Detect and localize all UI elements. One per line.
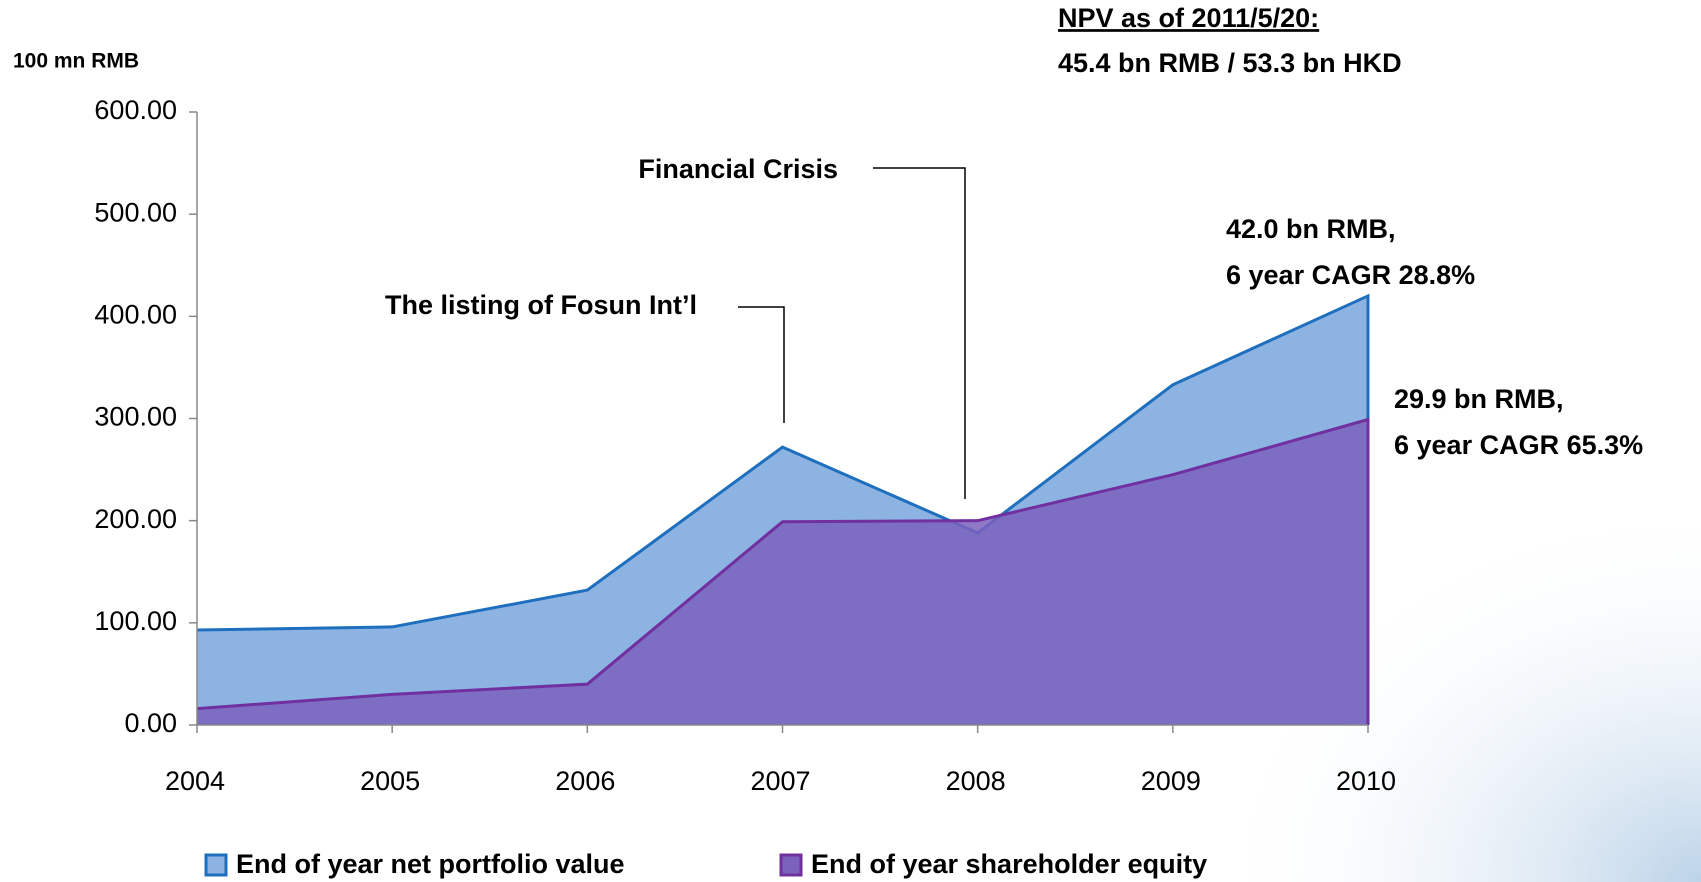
x-tick-label: 2006 bbox=[555, 766, 615, 796]
legend-label: End of year net portfolio value bbox=[236, 849, 625, 879]
y-axis-label: 100 mn RMB bbox=[13, 50, 139, 73]
x-tick-label: 2008 bbox=[946, 766, 1006, 796]
x-tick-label: 2010 bbox=[1336, 766, 1396, 796]
annotation: Financial Crisis bbox=[638, 154, 838, 184]
line bbox=[196, 417, 1370, 725]
annotation: 29.9 bn RMB, bbox=[1394, 384, 1564, 414]
x-tick-label: 2004 bbox=[165, 766, 225, 796]
area bbox=[197, 419, 1368, 725]
y-tick-label: 200.00 bbox=[94, 504, 177, 534]
leader-line bbox=[738, 306, 785, 423]
annotation: The listing of Fosun Int’l bbox=[385, 290, 697, 320]
annotation: 6 year CAGR 28.8% bbox=[1226, 260, 1475, 290]
y-tick-label: 500.00 bbox=[94, 197, 177, 227]
y-tick-label: 400.00 bbox=[94, 299, 177, 329]
y-tick-label: 300.00 bbox=[94, 402, 177, 432]
y-tick-label: 100.00 bbox=[94, 606, 177, 636]
npv-value: 45.4 bn RMB / 53.3 bn HKD bbox=[1058, 48, 1402, 78]
annotation: 42.0 bn RMB, bbox=[1226, 214, 1396, 244]
legend-label: End of year shareholder equity bbox=[811, 849, 1207, 879]
y-tick-label: 600.00 bbox=[94, 95, 177, 125]
legend-swatch bbox=[779, 853, 803, 877]
npv-title: NPV as of 2011/5/20: bbox=[1058, 3, 1319, 33]
x-tick-label: 2009 bbox=[1141, 766, 1201, 796]
line bbox=[196, 293, 1370, 725]
y-tick-label: 0.00 bbox=[124, 708, 177, 738]
legend-swatch bbox=[204, 853, 228, 877]
x-tick-label: 2005 bbox=[360, 766, 420, 796]
x-tick-label: 2007 bbox=[750, 766, 810, 796]
leader-line bbox=[873, 167, 966, 499]
annotation: 6 year CAGR 65.3% bbox=[1394, 430, 1643, 460]
